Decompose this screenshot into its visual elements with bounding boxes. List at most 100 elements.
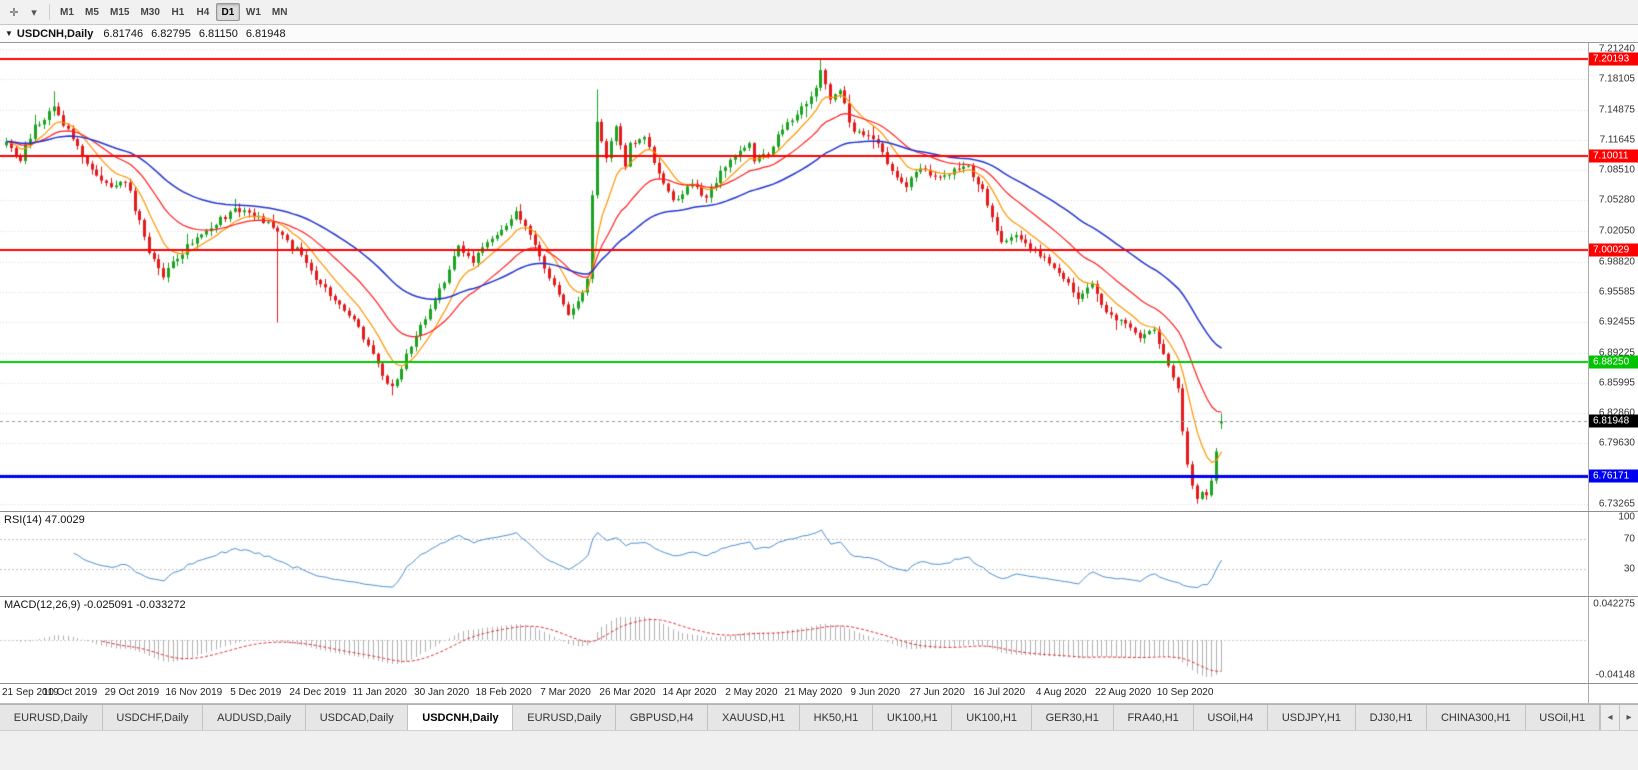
- macd-indicator-pane: MACD(12,26,9) -0.025091 -0.033272 0.0422…: [0, 597, 1638, 683]
- date-tick-label: 29 Oct 2019: [104, 687, 160, 698]
- price-tick-label: 6.95585: [1598, 286, 1635, 298]
- ohlc-low-value: 6.81150: [198, 27, 238, 40]
- chart-tab-xauusd-h1[interactable]: XAUUSD,H1: [708, 705, 800, 730]
- date-tick-label: 2 May 2020: [725, 687, 778, 698]
- date-tick-label: 4 Aug 2020: [1035, 687, 1087, 698]
- rsi-tick-label: 70: [1623, 533, 1635, 545]
- date-tick-label: 16 Jul 2020: [973, 687, 1026, 698]
- pane-resize-divider[interactable]: [0, 596, 1638, 597]
- price-line-badge: 7.10011: [1589, 149, 1638, 163]
- price-axis[interactable]: 7.21240 7.18105 7.14875 7.11645 7.08510 7.052…: [1588, 43, 1638, 511]
- price-tick-label: 7.11645: [1599, 134, 1635, 146]
- time-axis[interactable]: 21 Sep 2019 10 Oct 2019 29 Oct 2019 16 Nov …: [0, 684, 1638, 704]
- timeframe-button-m5[interactable]: M5: [85, 6, 99, 18]
- price-line-badge: 7.00029: [1589, 243, 1638, 257]
- time-axis-corner: [1588, 684, 1638, 703]
- timeframe-button-m30[interactable]: M30: [140, 6, 160, 18]
- macd-indicator-label: MACD(12,26,9) -0.025091 -0.033272: [4, 599, 186, 611]
- chart-tab-china300-h1[interactable]: CHINA300,H1: [1427, 705, 1526, 730]
- ohlc-high-value: 6.82795: [151, 27, 191, 40]
- date-tick-label: 27 Jun 2020: [909, 687, 965, 698]
- collapse-arrow-icon[interactable]: ▼: [5, 29, 13, 38]
- rsi-indicator-label: RSI(14) 47.0029: [4, 514, 85, 526]
- ohlc-open-value: 6.81746: [103, 27, 144, 40]
- price-tick-label: 6.79630: [1598, 437, 1635, 449]
- price-line-badge: 6.88250: [1589, 355, 1638, 369]
- toolbar-separator: [49, 4, 50, 20]
- date-tick-label: 5 Dec 2019: [230, 687, 282, 698]
- macd-chart-canvas[interactable]: [0, 597, 1588, 683]
- rsi-tick-label: 30: [1623, 563, 1635, 575]
- price-tick-label: 7.18105: [1598, 73, 1635, 85]
- timeframe-button-m1[interactable]: M1: [60, 6, 74, 18]
- price-chart-canvas[interactable]: [0, 43, 1588, 511]
- chart-title-bar: ▼ USDCNH,Daily 6.81746 6.82795 6.81150 6…: [0, 25, 1638, 43]
- chart-tab-usoil-h1[interactable]: USOil,H1: [1525, 705, 1600, 730]
- price-tick-label: 6.89225: [1598, 347, 1635, 359]
- pane-resize-divider[interactable]: [0, 511, 1638, 512]
- date-tick-label: 16 Nov 2019: [165, 687, 223, 698]
- chart-tab-eurusd-daily[interactable]: EURUSD,Daily: [513, 705, 617, 730]
- chart-tab-usdcnh-daily[interactable]: USDCNH,Daily: [408, 705, 514, 730]
- price-line-badge: 6.76171: [1589, 469, 1638, 483]
- timeframe-button-d1[interactable]: D1: [215, 3, 240, 21]
- chart-tab-fra40-h1[interactable]: FRA40,H1: [1113, 705, 1194, 730]
- caret-down-icon[interactable]: ▾: [31, 6, 37, 19]
- rsi-tick-label: 100: [1618, 512, 1635, 523]
- rsi-chart-canvas[interactable]: [0, 512, 1588, 596]
- status-bar: [0, 730, 1638, 770]
- chart-tab-audusd-daily[interactable]: AUDUSD,Daily: [203, 705, 306, 730]
- date-tick-label: 21 Sep 2019: [2, 687, 59, 698]
- date-tick-label: 11 Jan 2020: [352, 687, 407, 698]
- ohlc-close-value: 6.81948: [245, 27, 286, 40]
- macd-axis[interactable]: 0.042275 -0.04148: [1588, 597, 1638, 683]
- chart-tab-gbpusd-h4[interactable]: GBPUSD,H4: [616, 705, 709, 730]
- timeframe-button-w1[interactable]: W1: [245, 6, 261, 18]
- tab-scroll-right-button[interactable]: ▸: [1618, 705, 1638, 730]
- timeframe-button-m15[interactable]: M15: [110, 6, 130, 18]
- price-tick-label: 6.92455: [1598, 316, 1635, 328]
- price-tick-label: 7.02050: [1598, 225, 1635, 237]
- current-price-badge: 6.81948: [1589, 414, 1638, 428]
- crosshair-icon[interactable]: ✛: [9, 6, 19, 19]
- chart-tab-hk50-h1[interactable]: HK50,H1: [799, 705, 874, 730]
- chart-tab-usdchf-daily[interactable]: USDCHF,Daily: [102, 705, 204, 730]
- price-tick-label: 6.85995: [1598, 377, 1635, 389]
- price-tick-label: 7.05280: [1598, 194, 1635, 206]
- chart-tab-uk100-h1[interactable]: UK100,H1: [873, 705, 953, 730]
- main-chart-pane: 7.21240 7.18105 7.14875 7.11645 7.08510 7.052…: [0, 43, 1638, 511]
- date-tick-label: 24 Dec 2019: [289, 687, 347, 698]
- chart-symbol-label: USDCNH,Daily: [16, 27, 94, 40]
- date-tick-label: 10 Sep 2020: [1156, 687, 1214, 698]
- date-tick-label: 18 Feb 2020: [475, 687, 532, 698]
- date-tick-label: 10 Oct 2019: [42, 687, 98, 698]
- chart-tab-uk100-h1[interactable]: UK100,H1: [952, 705, 1032, 730]
- price-tick-label: 6.98820: [1598, 256, 1635, 268]
- chart-tab-eurusd-daily[interactable]: EURUSD,Daily: [0, 705, 103, 730]
- tab-scroll-buttons: ◂ ▸: [1599, 705, 1638, 730]
- date-tick-label: 26 Mar 2020: [599, 687, 656, 698]
- price-tick-label: 6.82860: [1598, 407, 1635, 419]
- price-tick-label: 7.14875: [1598, 104, 1635, 116]
- date-tick-label: 7 Mar 2020: [540, 687, 591, 698]
- chart-tab-dj30-h1[interactable]: DJ30,H1: [1355, 705, 1428, 730]
- chart-tab-usdcad-daily[interactable]: USDCAD,Daily: [305, 705, 409, 730]
- price-tick-label: 6.73265: [1598, 498, 1635, 510]
- chart-tab-usdjpy-h1[interactable]: USDJPY,H1: [1268, 705, 1356, 730]
- price-tick-label: 7.21240: [1598, 43, 1635, 55]
- timeframe-buttons: M1 M5 M15 M30 H1 H4 D1 W1 MN: [55, 3, 292, 21]
- chart-tab-ger30-h1[interactable]: GER30,H1: [1031, 705, 1114, 730]
- chart-tab-usoil-h4[interactable]: USOil,H4: [1193, 705, 1269, 730]
- timeframe-button-mn[interactable]: MN: [271, 6, 288, 18]
- date-tick-label: 9 Jun 2020: [850, 687, 901, 698]
- macd-tick-label: 0.042275: [1593, 598, 1635, 610]
- pane-resize-divider[interactable]: [0, 683, 1638, 684]
- date-tick-label: 22 Aug 2020: [1095, 687, 1152, 698]
- price-tick-label: 7.08510: [1598, 164, 1635, 176]
- tab-scroll-left-button[interactable]: ◂: [1599, 705, 1619, 730]
- timeframe-button-h1[interactable]: H1: [171, 6, 185, 18]
- rsi-axis[interactable]: 100 70 30: [1588, 512, 1638, 596]
- date-tick-label: 21 May 2020: [784, 687, 843, 698]
- timeframe-button-h4[interactable]: H4: [196, 6, 210, 18]
